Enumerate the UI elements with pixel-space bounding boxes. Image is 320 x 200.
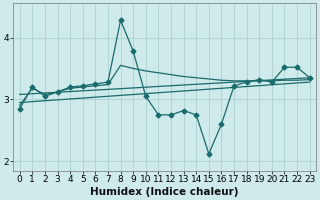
X-axis label: Humidex (Indice chaleur): Humidex (Indice chaleur) [91,187,239,197]
